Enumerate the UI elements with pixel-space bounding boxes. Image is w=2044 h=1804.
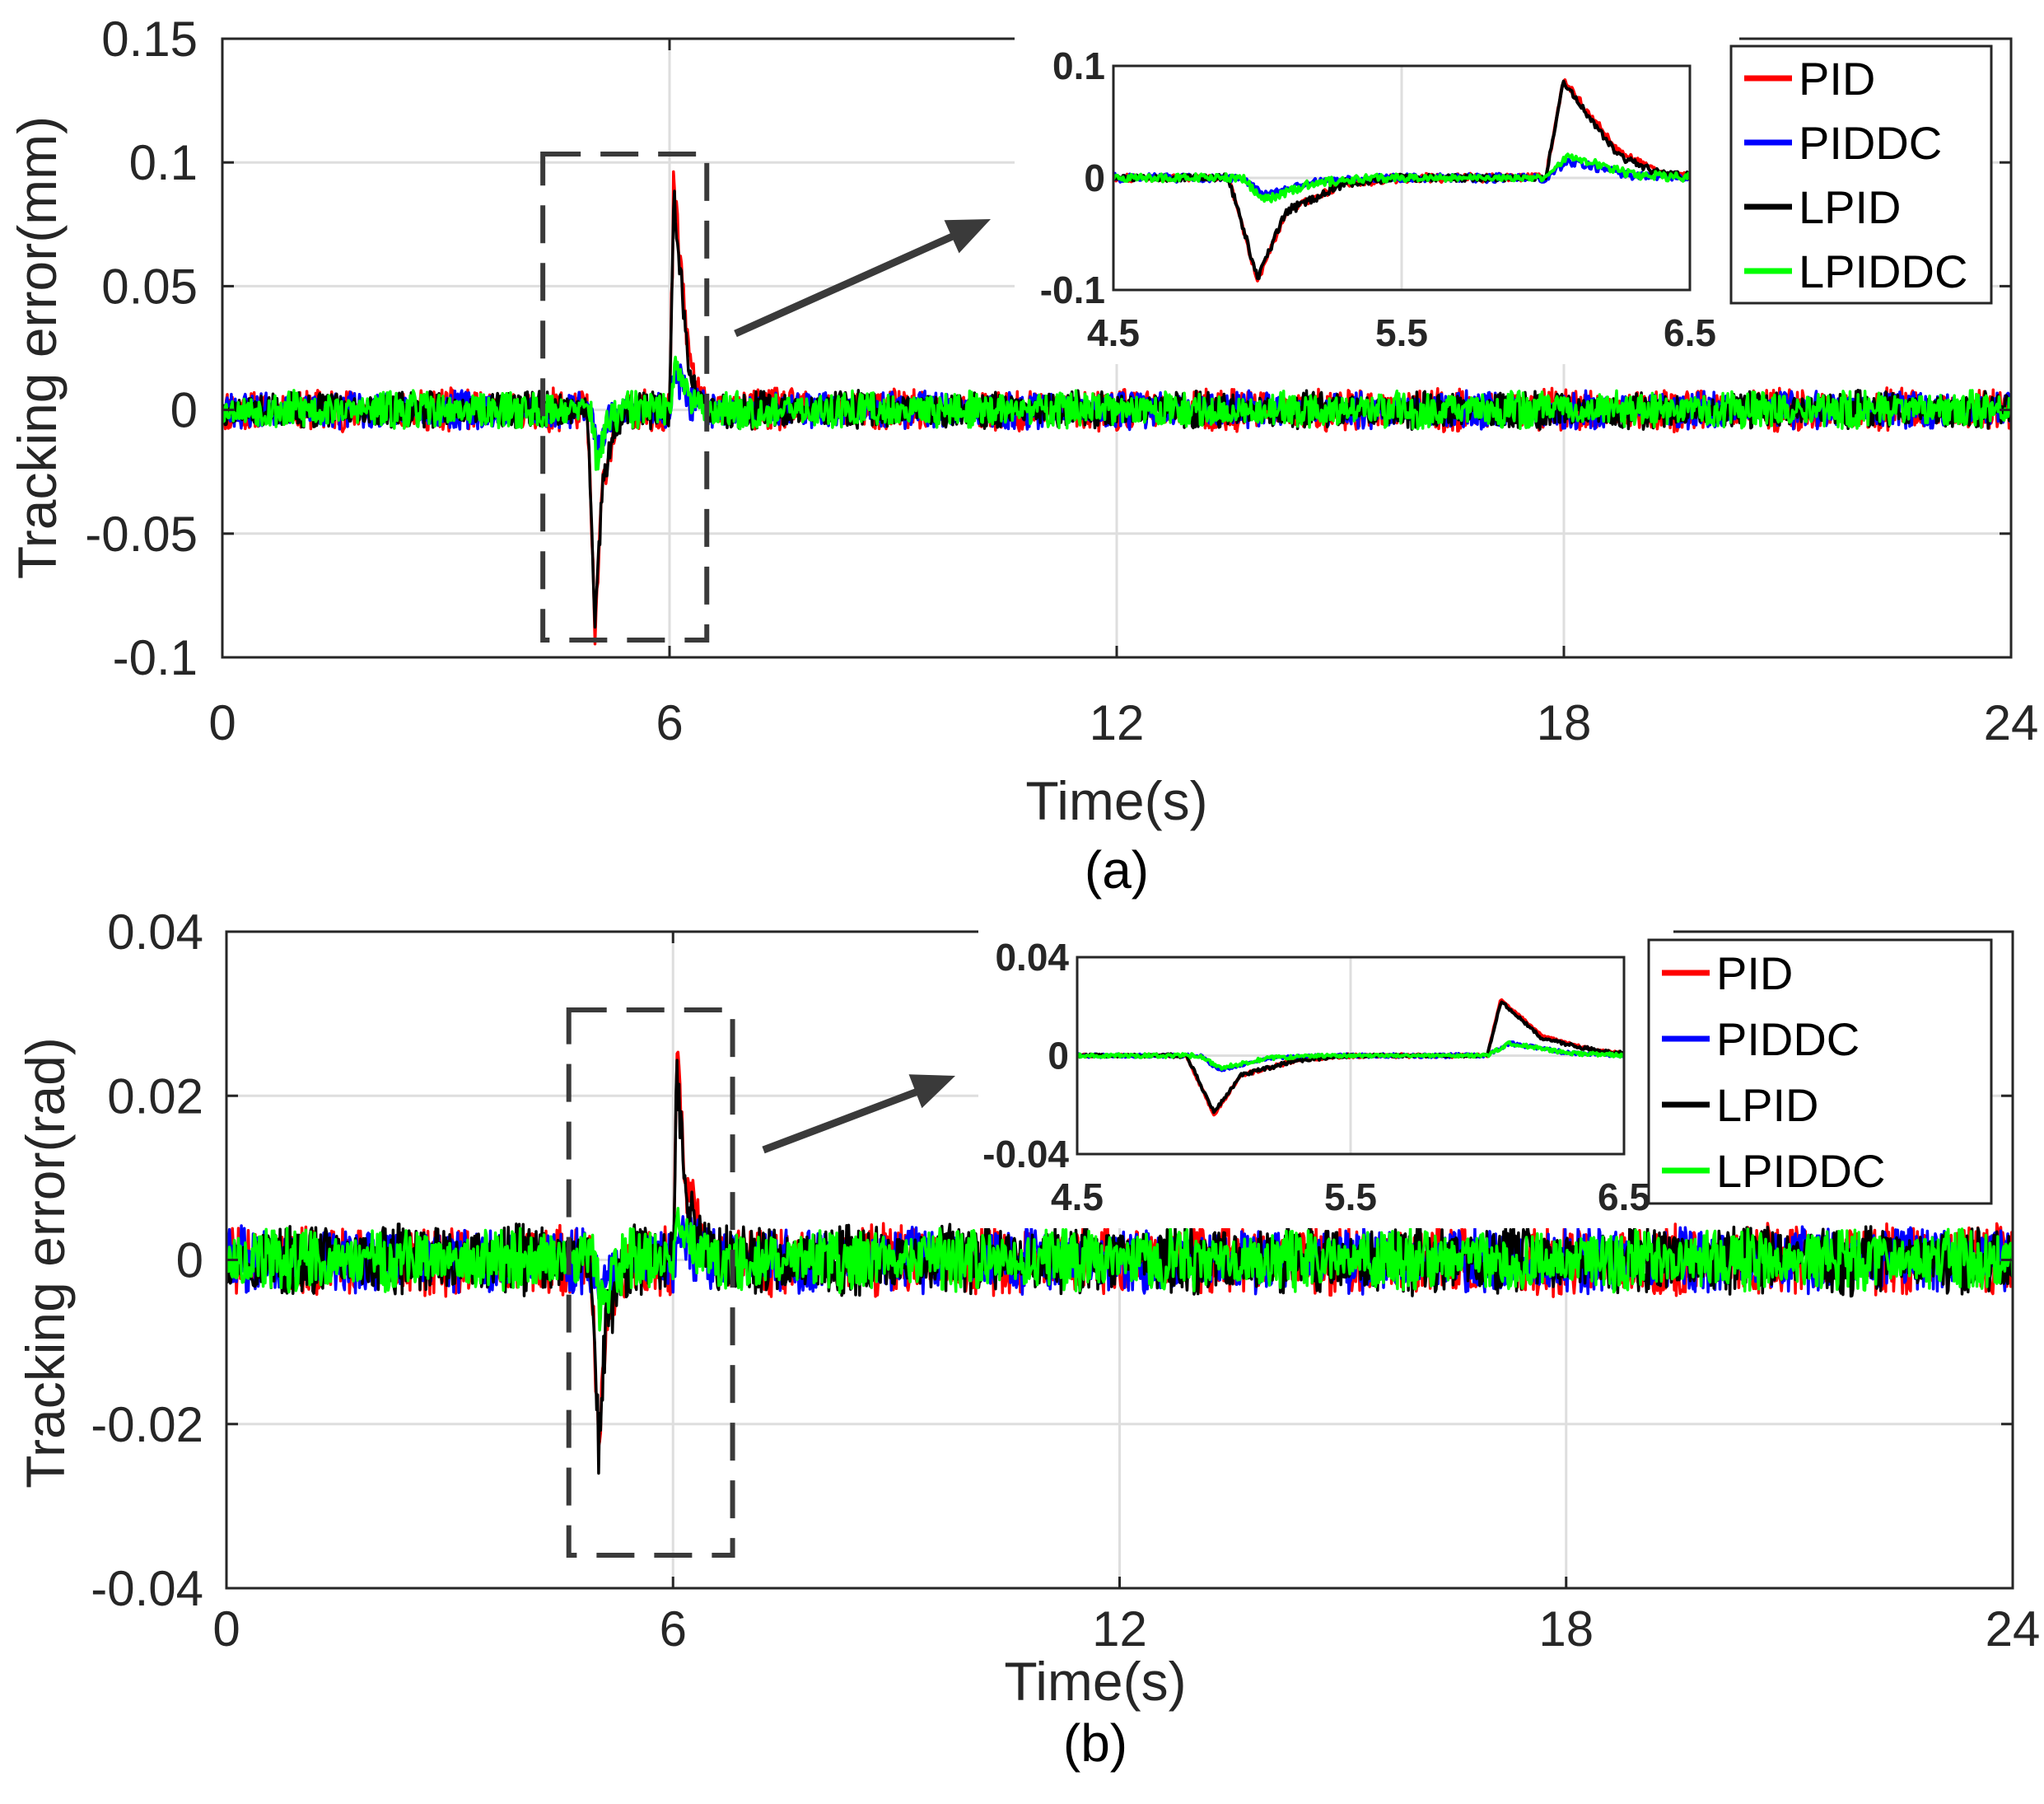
inset-series-line-lpiddc — [1077, 1040, 1624, 1071]
panel-caption: (a) — [1085, 840, 1149, 900]
x-tick-label: 6 — [656, 695, 683, 750]
inset-frame — [1112, 64, 1692, 292]
panel-b: 0 6 12 18 24 -0.04 -0.02 0 0.02 0.04 Time(s) Tracki… — [15, 904, 2040, 1773]
series-line-lpid — [222, 189, 2011, 629]
x-tick-label: 6 — [660, 1601, 687, 1657]
inset-series-group — [1077, 998, 1624, 1117]
x-axis-label: Time(s) — [1004, 1651, 1186, 1712]
legend-label-piddc: PIDDC — [1799, 117, 1942, 169]
zoom-highlight-box — [566, 1007, 735, 1558]
y-tick-label: 0.15 — [101, 12, 198, 67]
legend-label-piddc: PIDDC — [1716, 1013, 1860, 1065]
y-tick-label: 0.04 — [107, 904, 203, 960]
y-tick-label: 0.02 — [107, 1068, 203, 1124]
inset-x-tick-label: 6.5 — [1664, 311, 1716, 354]
x-tick-label: 12 — [1090, 695, 1145, 750]
x-tick-label: 18 — [1538, 1601, 1594, 1657]
y-tick-label: 0 — [176, 1233, 203, 1288]
x-tick-label: 24 — [1984, 695, 2039, 750]
inset-y-tick-label: 0 — [1048, 1035, 1069, 1077]
inset-background — [1015, 33, 1739, 364]
legend-label-pid: PID — [1799, 53, 1875, 105]
legend-box — [1729, 44, 1993, 305]
zoom-arrow-line — [734, 223, 974, 338]
zoom-arrow-head — [908, 1074, 955, 1109]
panel-a: 0 6 12 18 24 -0.1 -0.05 0 0.05 0.1 0.15 Time(s) Trac… — [7, 12, 2038, 900]
inset-x-tick-label: 5.5 — [1324, 1175, 1377, 1218]
y-tick-label: -0.1 — [113, 630, 198, 685]
inset-chart: 4.5 5.5 6.5 -0.04 0 0.04 — [978, 924, 1673, 1228]
x-tick-label: 18 — [1537, 695, 1592, 750]
inset-y-tick-label: 0 — [1084, 157, 1105, 199]
inset-series-group — [1113, 78, 1690, 283]
y-tick-label: -0.04 — [91, 1561, 203, 1616]
x-tick-label: 0 — [208, 695, 236, 750]
legend-label-lpiddc: LPIDDC — [1716, 1145, 1885, 1197]
inset-y-tick-label: 0.04 — [995, 936, 1069, 979]
series-line-lpiddc — [222, 355, 2011, 471]
legend-label-lpid: LPID — [1799, 181, 1902, 233]
legend-label-lpiddc: LPIDDC — [1799, 245, 1967, 297]
x-tick-label: 0 — [212, 1601, 240, 1657]
inset-x-tick-label: 4.5 — [1051, 1175, 1104, 1218]
inset-x-tick-label: 5.5 — [1375, 311, 1428, 354]
x-tick-label: 24 — [1986, 1601, 2041, 1657]
y-axis-label: Tracking error(mm) — [7, 116, 68, 579]
inset-series-line-lpiddc — [1113, 152, 1690, 203]
y-tick-label: -0.05 — [85, 507, 198, 562]
legend: PID PIDDC LPID LPIDDC — [1647, 938, 1993, 1205]
x-axis-label: Time(s) — [1025, 770, 1207, 831]
inset-chart: 4.5 5.5 6.5 -0.1 0 0.1 — [1015, 33, 1739, 364]
inset-frame — [1076, 956, 1626, 1156]
inset-background — [978, 924, 1673, 1228]
inset-x-tick-label: 4.5 — [1087, 311, 1140, 354]
zoom-arrow-head — [944, 219, 991, 254]
series-group — [222, 170, 2011, 646]
y-tick-label: 0.1 — [129, 135, 198, 190]
y-tick-label: -0.02 — [91, 1397, 203, 1452]
inset-x-tick-label: 6.5 — [1598, 1175, 1650, 1218]
inset-y-tick-label: -0.1 — [1040, 269, 1105, 311]
zoom-highlight-box — [540, 152, 710, 643]
y-axis-label: Tracking error(rad) — [15, 1037, 76, 1489]
legend-box — [1647, 938, 1993, 1205]
series-group — [226, 1050, 2013, 1475]
panels: 0 6 12 18 24 -0.1 -0.05 0 0.05 0.1 0.15 Time(s) Trac… — [7, 12, 2040, 1773]
y-tick-label: 0 — [170, 383, 198, 438]
panel-caption: (b) — [1063, 1713, 1127, 1773]
inset-y-tick-label: 0.1 — [1052, 44, 1105, 87]
series-line-lpiddc — [226, 1207, 2013, 1332]
x-tick-label: 12 — [1092, 1601, 1147, 1657]
legend-label-lpid: LPID — [1716, 1079, 1819, 1131]
zoom-arrow-line — [762, 1080, 939, 1154]
legend: PID PIDDC LPID LPIDDC — [1729, 44, 1993, 305]
y-tick-label: 0.05 — [101, 259, 198, 314]
legend-label-pid: PID — [1716, 947, 1793, 999]
inset-y-tick-label: -0.04 — [982, 1133, 1069, 1175]
